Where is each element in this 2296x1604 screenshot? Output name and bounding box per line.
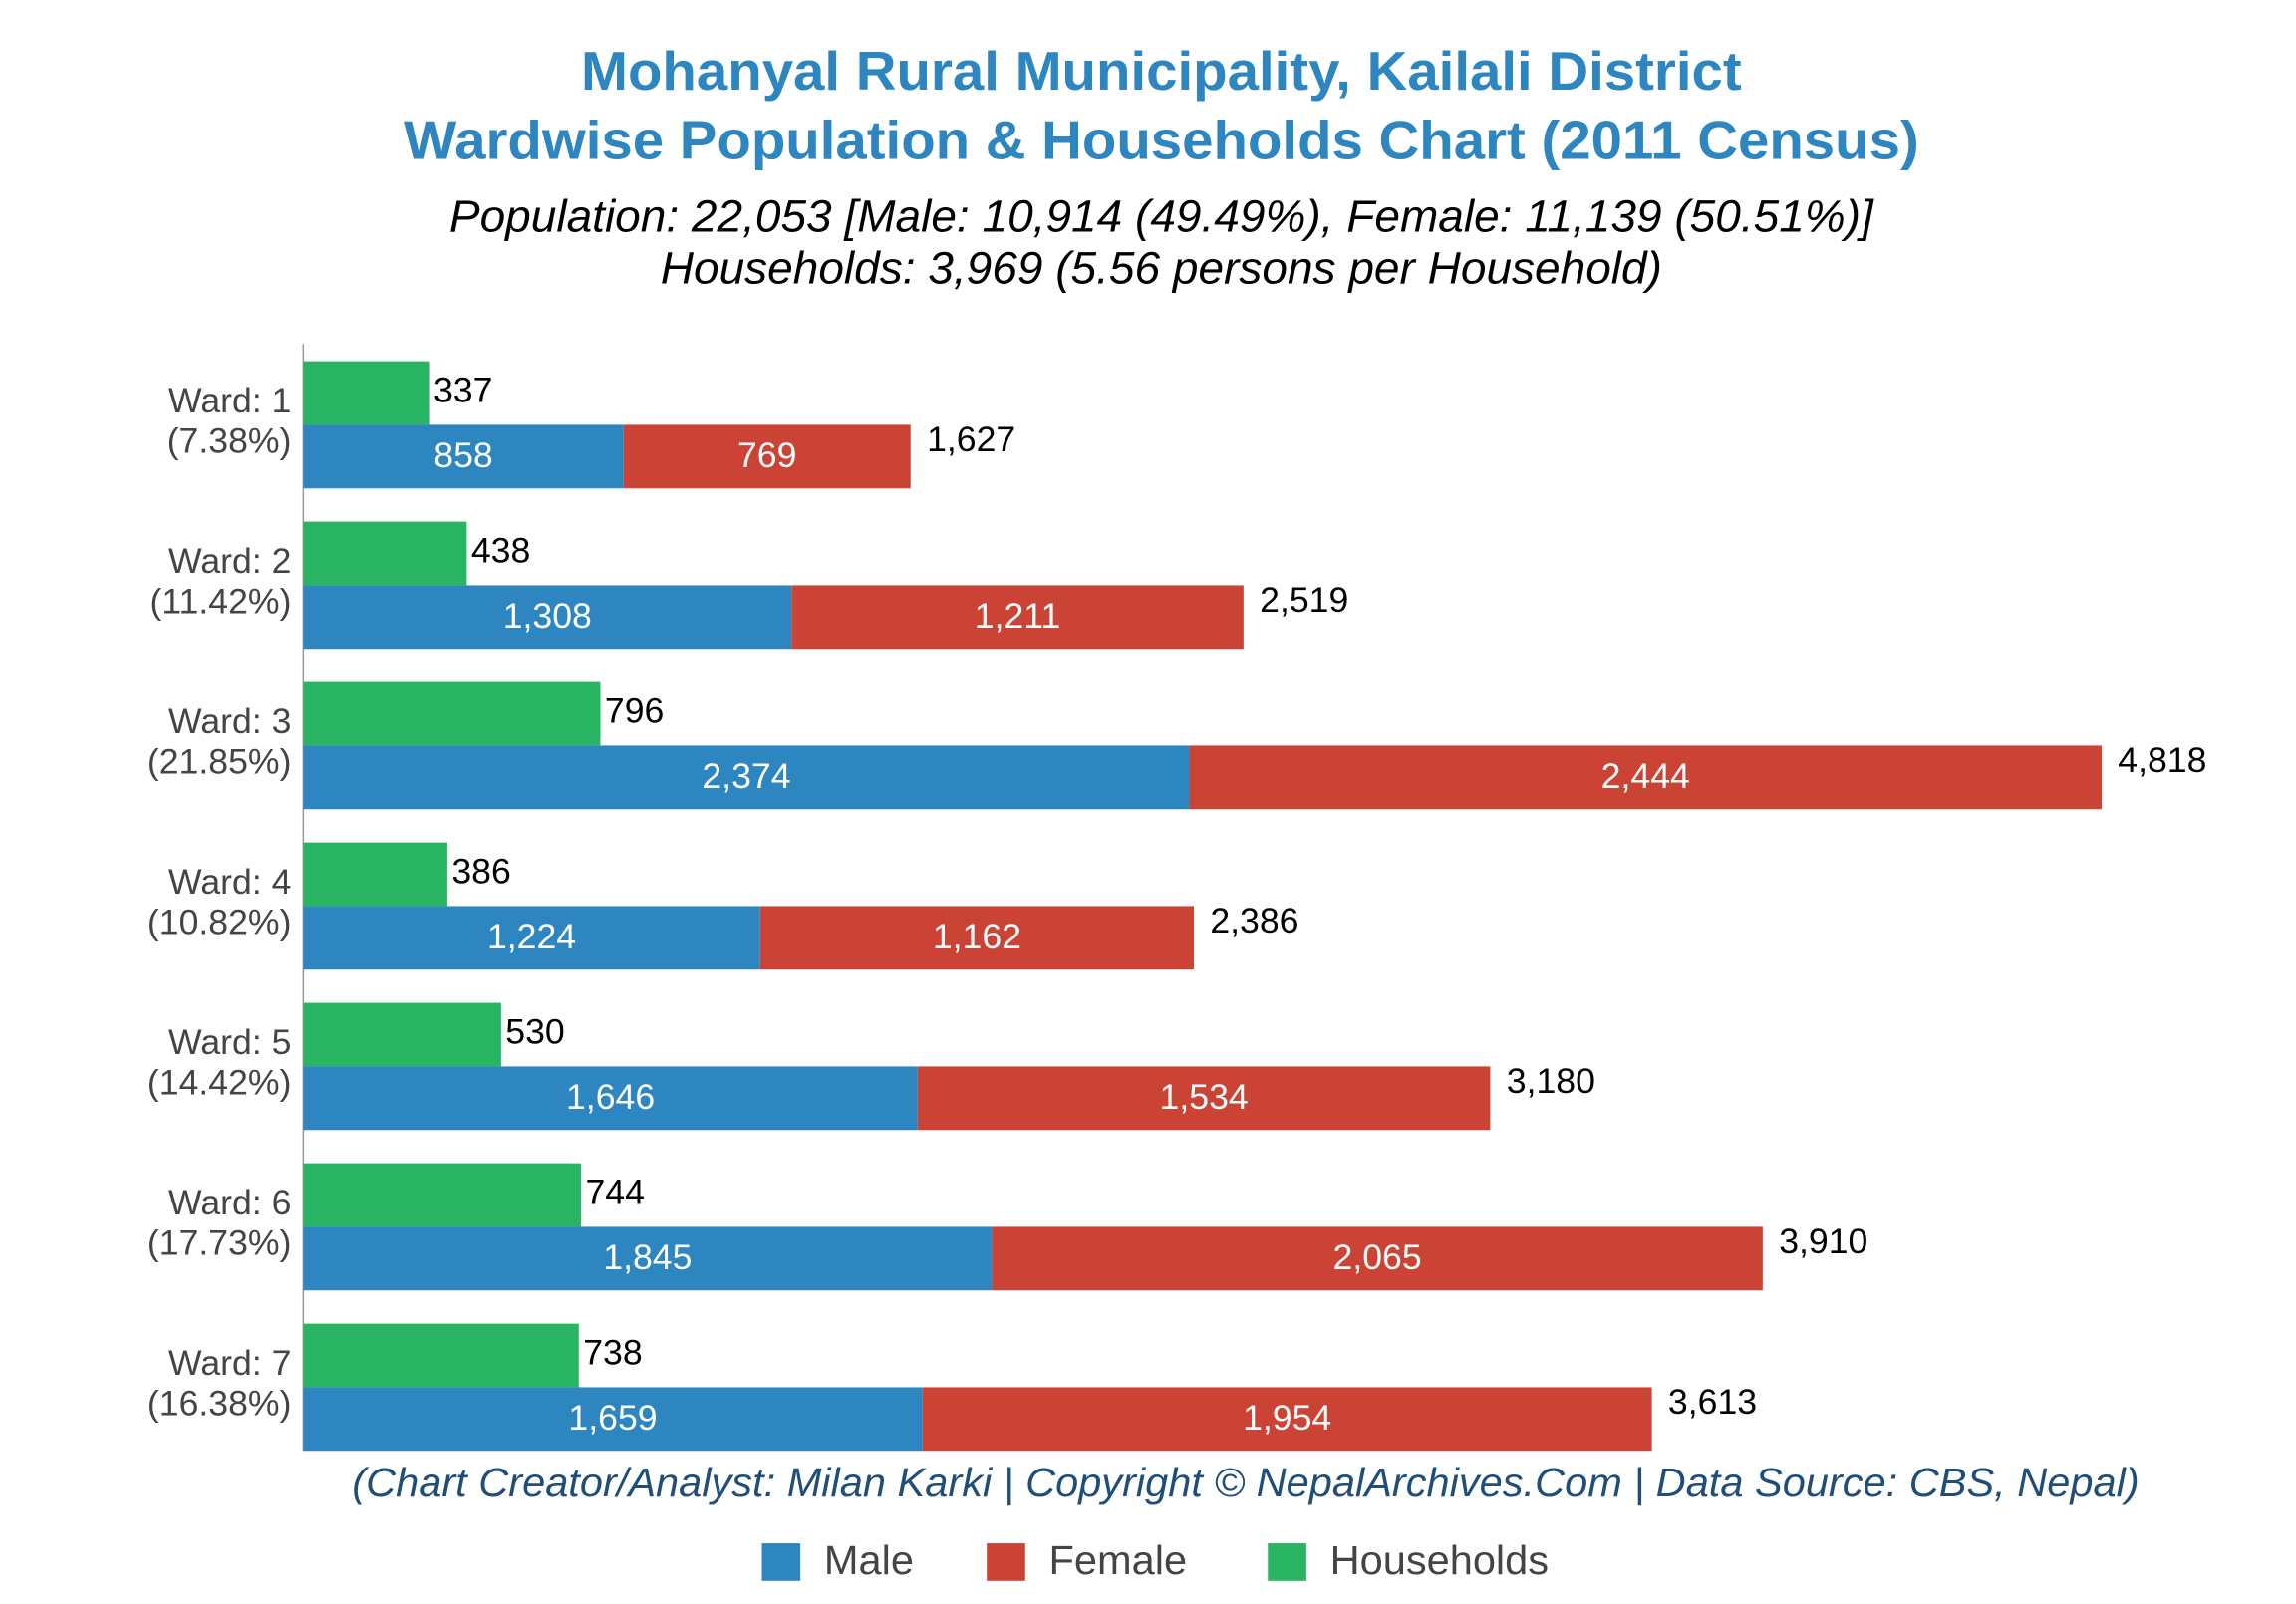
bar [759,906,1195,970]
value-label: 337 [433,372,492,410]
chart-title: Mohanyal Rural Municipality, Kailali Dis… [581,41,1742,102]
legend-label: Female [1049,1538,1188,1583]
y-tick-label: Ward: 1 [168,382,291,420]
y-tick-label: (21.85%) [147,743,292,782]
bar [303,521,467,586]
bar [922,1387,1652,1452]
y-tick-label: (11.42%) [150,583,292,622]
y-tick-label: (14.42%) [147,1064,292,1103]
bar [623,424,911,489]
bar [303,906,760,970]
chart-subtitle: Population: 22,053 [Male: 10,914 (49.49%… [449,191,1874,241]
total-label: 3,180 [1507,1062,1595,1101]
value-label: 1,646 [566,1078,655,1117]
value-label: 530 [505,1013,564,1052]
bar [303,1163,582,1227]
bar [303,1323,579,1388]
bar [303,681,601,746]
bar [303,1066,918,1131]
total-label: 1,627 [927,420,1015,459]
bar [303,361,430,425]
value-label: 1,659 [568,1399,657,1438]
value-label: 1,845 [603,1238,692,1277]
total-label: 2,519 [1260,581,1348,620]
legend-label: Male [824,1538,914,1583]
value-label: 1,211 [975,597,1061,636]
total-label: 3,910 [1779,1222,1867,1261]
value-label: 796 [605,692,664,731]
y-tick-label: (10.82%) [147,904,292,942]
value-label: 1,224 [487,918,576,956]
bar [303,1002,501,1067]
value-label: 858 [433,436,492,475]
legend-label: Households [1330,1538,1549,1583]
legend-swatch [987,1543,1025,1581]
credit: (Chart Creator/Analyst: Milan Karki | Co… [352,1460,2139,1504]
value-label: 1,308 [503,597,592,636]
value-label: 2,065 [1333,1238,1422,1277]
bar [1189,745,2102,810]
value-label: 738 [583,1334,642,1373]
y-tick-label: Ward: 4 [168,863,291,902]
y-tick-label: (17.73%) [147,1224,292,1263]
total-label: 4,818 [2118,741,2206,780]
value-label: 386 [451,853,510,892]
value-label: 2,444 [1601,757,1690,796]
value-label: 2,374 [702,757,790,796]
chart-title: Wardwise Population & Households Chart (… [404,110,1919,170]
bar [791,585,1244,650]
total-label: 3,613 [1668,1383,1757,1422]
value-label: 1,954 [1243,1399,1331,1438]
bar [303,585,792,650]
bar [303,842,447,907]
value-label: 1,162 [933,918,1021,956]
value-label: 744 [585,1174,644,1212]
legend-swatch [1268,1543,1306,1581]
y-tick-label: (16.38%) [147,1385,292,1424]
bar [303,424,624,489]
y-tick-label: Ward: 5 [168,1023,291,1062]
y-tick-label: Ward: 2 [168,542,291,581]
y-tick-label: Ward: 6 [168,1184,291,1222]
y-tick-label: Ward: 7 [168,1344,291,1383]
chart-subtitle: Households: 3,969 (5.56 persons per Hous… [661,243,1662,293]
value-label: 1,534 [1160,1078,1249,1117]
bar [303,1387,923,1452]
value-label: 438 [471,532,530,571]
bar [303,1226,993,1291]
y-tick-label: Ward: 3 [168,702,291,741]
bar [917,1066,1491,1131]
bar [992,1226,1763,1291]
y-tick-label: (7.38%) [167,422,292,461]
legend-swatch [761,1543,801,1581]
value-label: 769 [737,436,796,475]
bar [303,745,1190,810]
total-label: 2,386 [1210,902,1298,940]
